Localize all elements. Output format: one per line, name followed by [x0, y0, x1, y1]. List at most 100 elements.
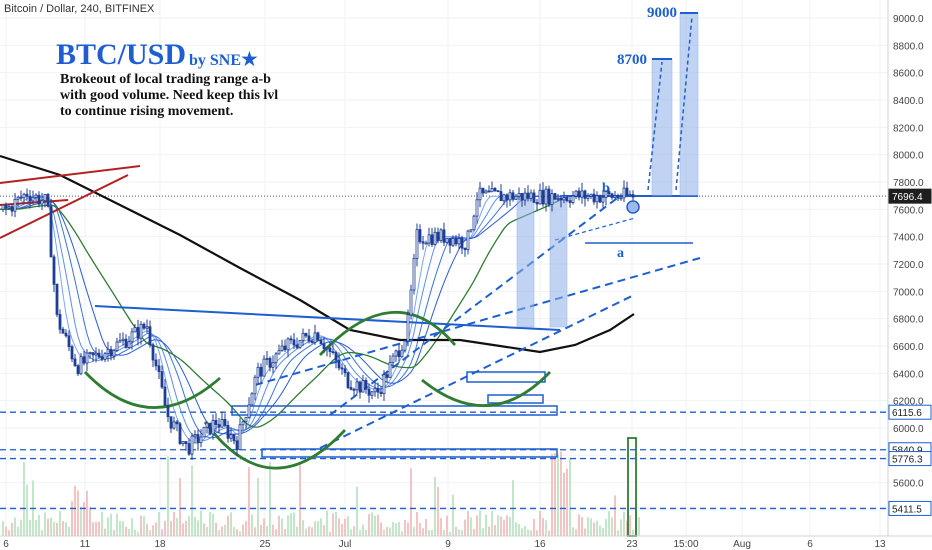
candle-body: [94, 352, 98, 356]
volume-bar: [509, 516, 511, 536]
volume-bar: [392, 522, 394, 536]
candle-body: [223, 419, 227, 426]
candle-body: [301, 332, 305, 341]
candle-body: [349, 387, 353, 390]
volume-bar: [182, 523, 184, 536]
price-label-box: [888, 404, 932, 420]
volume-bar: [113, 530, 115, 536]
candle-body: [517, 193, 521, 197]
volume-bar: [632, 529, 634, 536]
volume-bar: [386, 527, 388, 536]
volume-bar: [290, 512, 292, 536]
candle-body: [91, 352, 95, 356]
candle-body: [445, 238, 449, 243]
candle-body: [484, 190, 488, 194]
volume-bar: [476, 515, 478, 536]
volume-bar: [218, 530, 220, 536]
target-label-8700: 8700: [617, 52, 647, 68]
candle-body: [82, 356, 86, 364]
volume-bar: [14, 517, 16, 536]
volume-bar: [326, 510, 328, 536]
volume-bar: [329, 531, 331, 536]
candle-body: [568, 200, 572, 203]
candle-body: [589, 193, 593, 197]
volume-bar: [452, 494, 454, 536]
candle-body: [577, 190, 581, 198]
candle-body: [127, 341, 131, 348]
volume-bar: [431, 530, 433, 536]
volume-bar: [560, 451, 562, 536]
candle-body: [391, 355, 395, 364]
volume-bar: [35, 519, 37, 536]
candle-body: [238, 424, 242, 451]
price-label: 7696.4: [892, 192, 923, 203]
volume-bar: [557, 453, 559, 536]
candle-body: [229, 434, 233, 439]
volume-bar: [422, 528, 424, 536]
candle-body: [163, 386, 167, 406]
volume-bar: [23, 462, 25, 536]
channel-mid-line: [329, 195, 621, 416]
volume-bar: [257, 478, 259, 536]
candle-body: [340, 367, 344, 370]
time-tick-label: 18: [154, 539, 166, 550]
candle-body: [226, 424, 230, 439]
volume-bar: [626, 520, 628, 536]
resistance-line: [94, 305, 561, 331]
volume-bar: [179, 478, 181, 536]
volume-bar: [317, 521, 319, 536]
candle-body: [1, 204, 5, 210]
candle-body: [514, 195, 518, 200]
volume-bar: [563, 472, 565, 536]
volume-bar: [530, 530, 532, 536]
candle-body: [469, 229, 473, 232]
candle-body: [448, 238, 452, 246]
candle-body: [550, 193, 554, 205]
candle-body: [277, 350, 281, 355]
candle-body: [346, 372, 350, 388]
candle-body: [49, 205, 53, 258]
candle-body: [556, 197, 560, 200]
candle-body: [121, 338, 125, 342]
volume-bar: [407, 522, 409, 536]
time-tick-label: 13: [874, 539, 886, 550]
candle-body: [4, 204, 8, 209]
candle-body: [145, 326, 149, 329]
candle-body: [352, 388, 356, 391]
volume-bar: [200, 510, 202, 536]
price-label: 5776.3: [892, 455, 923, 466]
volume-bar: [569, 458, 571, 536]
volume-bar: [47, 518, 49, 536]
candle-body: [310, 340, 314, 343]
candle-body: [130, 331, 134, 343]
volume-bar: [371, 512, 373, 536]
candle-body: [427, 234, 431, 244]
volume-bar: [446, 515, 448, 536]
volume-bar: [170, 521, 172, 536]
price-tick-label: 7200.0: [893, 260, 924, 271]
volume-bar: [443, 529, 445, 536]
time-tick-label: 23: [626, 539, 638, 550]
chart-title: BTC/USD: [56, 38, 187, 71]
volume-bar: [539, 511, 541, 536]
candle-body: [88, 352, 92, 354]
volume-bar: [155, 522, 157, 536]
volume-bar: [251, 514, 253, 536]
star-icon: ★: [240, 48, 259, 71]
volume-bar: [341, 523, 343, 536]
candle-body: [232, 434, 236, 442]
volume-bar: [572, 527, 574, 536]
consolidation-box: [261, 448, 558, 458]
volume-bar: [497, 515, 499, 536]
volume-bar: [212, 513, 214, 536]
price-label-box: [888, 451, 932, 467]
volume-bar: [614, 495, 616, 536]
candle-body: [481, 187, 485, 194]
bowl-arc: [421, 371, 552, 408]
candle-body: [268, 357, 272, 368]
volume-projection-bar: [516, 195, 535, 328]
ma-green-line: [0, 195, 630, 428]
candle-body: [280, 345, 284, 352]
volume-bar: [125, 526, 127, 536]
